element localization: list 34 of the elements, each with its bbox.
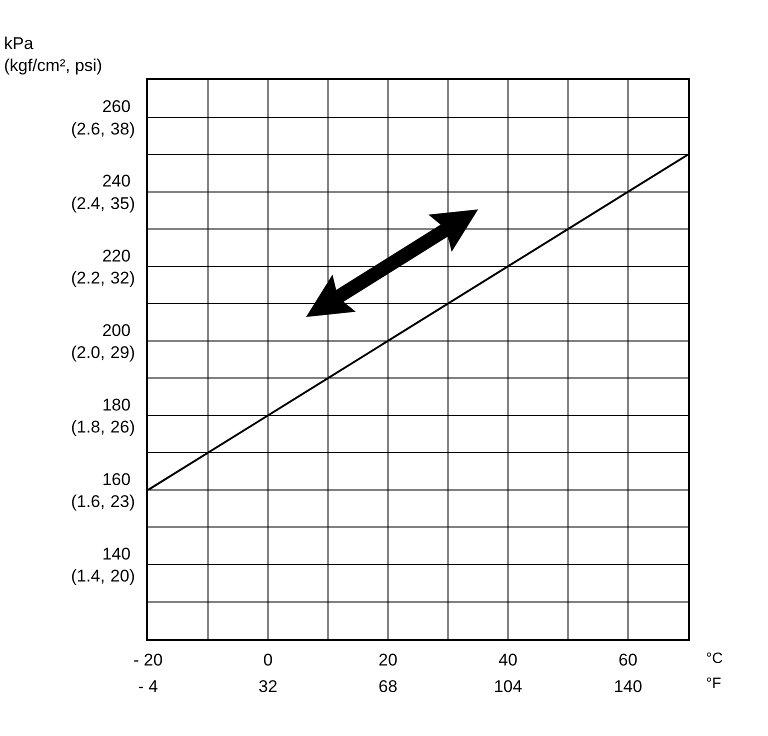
x-tick-label: - 20 (133, 650, 163, 670)
x-tick-label: 20 (378, 650, 398, 670)
y3-tick-label: 32) (110, 268, 135, 288)
y3-tick-label: 20) (110, 566, 135, 586)
y-tick-label: 180 (102, 395, 131, 414)
y2-tick-label: (2.0, (70, 342, 105, 362)
x2-tick-label: 140 (614, 677, 642, 696)
x-tick-label: 60 (618, 650, 638, 670)
y2-tick-label: (1.6, (70, 492, 105, 511)
x2-tick-label: - 4 (138, 677, 158, 696)
y-tick-label: 240 (102, 172, 131, 191)
y3-tick-label: 38) (110, 119, 135, 138)
y3-tick-label: 23) (110, 492, 135, 511)
x2-axis-title: °F (706, 675, 722, 692)
y3-tick-label: 26) (110, 417, 135, 436)
x-tick-label: 40 (498, 650, 518, 670)
x2-tick-label: 68 (378, 677, 398, 696)
y2-tick-label: (2.4, (70, 194, 105, 213)
x-axis-title: °C (706, 650, 723, 667)
y3-tick-label: 35) (110, 194, 135, 213)
x2-tick-label: 32 (258, 677, 278, 696)
y3-tick-label: 29) (110, 342, 135, 362)
y2-tick-label: (2.6, (70, 119, 105, 138)
y2-tick-label: (1.8, (70, 417, 105, 436)
x-tick-label: 0 (263, 650, 273, 670)
y-tick-label: 200 (102, 320, 131, 340)
y-tick-label: 260 (102, 97, 131, 116)
y-tick-label: 160 (102, 470, 131, 489)
y-tick-label: 220 (102, 246, 131, 266)
x2-tick-label: 104 (494, 677, 522, 696)
text: kPa (kgf/cm², psi) (4, 34, 102, 76)
y2-tick-label: (2.2, (70, 268, 105, 288)
y2-tick-label: (1.4, (70, 566, 105, 586)
y-tick-label: 140 (102, 544, 131, 564)
